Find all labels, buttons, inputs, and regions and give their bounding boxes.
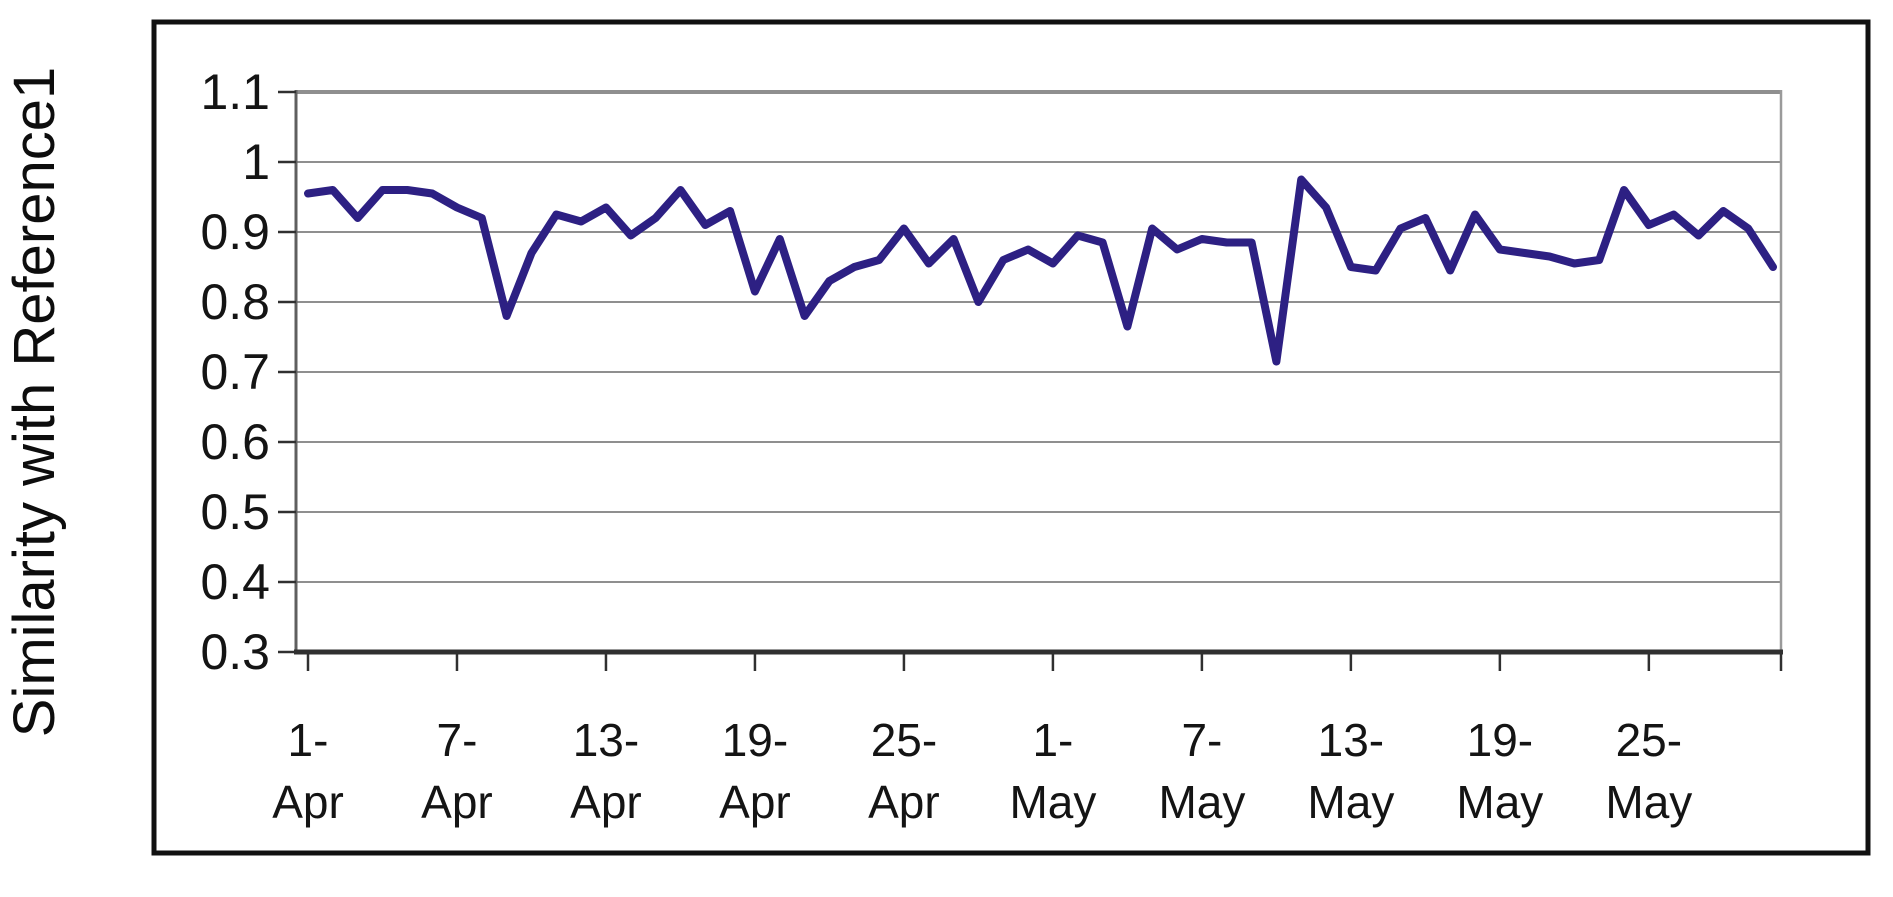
series-line [304, 175, 1777, 366]
x-tick-label-day: 19- [1467, 714, 1533, 766]
y-tick-label: 0.9 [200, 204, 270, 260]
x-tick-label-day: 19- [722, 714, 788, 766]
x-tick-label-month: Apr [719, 776, 791, 828]
chart-border [151, 19, 1871, 856]
x-tick-label-day: 1- [1032, 714, 1073, 766]
x-tick-label-day: 13- [1318, 714, 1384, 766]
x-tick-label-month: Apr [272, 776, 344, 828]
x-tick-label-month: May [1009, 776, 1096, 828]
y-tick-label: 0.4 [200, 554, 270, 610]
y-tick-label: 1.1 [200, 64, 270, 120]
x-tick-label-month: May [1158, 776, 1245, 828]
x-tick-label-day: 1- [288, 714, 329, 766]
x-tick-label-month: Apr [421, 776, 493, 828]
axis-labels: 1.1 1 0.9 0.8 0.7 0.6 0.5 0.4 0.3 1- Apr 7- Apr 13- Ap… [200, 64, 1692, 828]
x-tick-label-day: 7- [1181, 714, 1222, 766]
gridlines [296, 90, 1781, 583]
y-tick-label: 0.8 [200, 274, 270, 330]
y-axis-title: Similarity with Reference1 [2, 67, 67, 737]
tick-marks [278, 90, 1783, 671]
y-tick-label: 0.7 [200, 344, 270, 400]
y-tick-label: 1 [242, 134, 270, 190]
y-tick-label: 0.3 [200, 624, 270, 680]
data-series [304, 175, 1777, 366]
x-tick-label-day: 7- [437, 714, 478, 766]
y-tick-label: 0.6 [200, 414, 270, 470]
x-tick-label-month: Apr [868, 776, 940, 828]
x-tick-label-month: May [1605, 776, 1692, 828]
x-tick-label-month: Apr [570, 776, 642, 828]
x-tick-label-month: May [1456, 776, 1543, 828]
x-tick-label-day: 13- [573, 714, 639, 766]
x-tick-label-month: May [1307, 776, 1394, 828]
y-tick-label: 0.5 [200, 484, 270, 540]
x-tick-label-day: 25- [1616, 714, 1682, 766]
x-tick-label-day: 25- [871, 714, 937, 766]
